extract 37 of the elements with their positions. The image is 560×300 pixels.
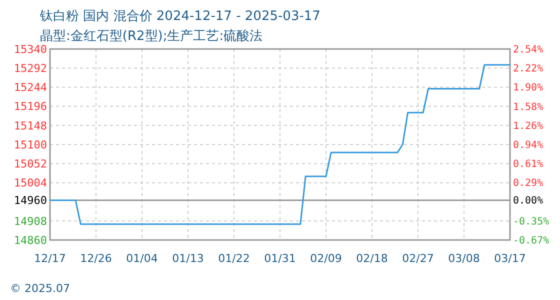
y-tick-label: 15148 — [14, 119, 47, 132]
y-tick-label: 15100 — [14, 138, 47, 152]
line-series — [49, 64, 511, 225]
y2-tick-label: 0.29% — [513, 178, 544, 190]
y-tick-label: 15340 — [14, 42, 47, 56]
y2-tick-label: 2.54% — [513, 44, 544, 56]
y-tick-label: 15196 — [14, 100, 47, 114]
y-tick-label: 14960 — [14, 194, 47, 208]
y2-tick-label: -0.35% — [513, 216, 550, 228]
y-tick-label: 14908 — [14, 214, 47, 228]
chart-subtitle: 晶型:金红石型(R2型);生产工艺:硫酸法 — [40, 29, 263, 44]
y2-tick-label: 2.22% — [513, 64, 544, 75]
x-tick-label: 02/27 — [402, 252, 434, 265]
y2-tick-label: 1.58% — [513, 102, 544, 113]
x-tick-label: 03/08 — [448, 252, 480, 265]
y2-tick-label: 1.90% — [513, 82, 544, 94]
chart-title: 钛白粉 国内 混合价 2024-12-17 - 2025-03-17 — [39, 9, 320, 24]
x-tick-label: 01/04 — [126, 252, 158, 265]
x-tick-label: 12/17 — [34, 252, 66, 265]
y-tick-label: 15244 — [14, 81, 48, 94]
y2-tick-label: 0.94% — [513, 140, 544, 151]
y2-tick-label: -0.67% — [513, 236, 550, 246]
y-tick-label: 15052 — [14, 157, 47, 170]
x-tick-label: 03/17 — [494, 252, 526, 265]
x-tick-label: 02/09 — [310, 252, 342, 265]
x-tick-label: 12/26 — [80, 252, 112, 265]
y2-tick-label: 1.26% — [513, 120, 544, 132]
y-tick-label: 15004 — [14, 176, 48, 190]
x-tick-label: 01/22 — [218, 252, 250, 265]
x-tick-label: 01/31 — [264, 252, 296, 265]
y-tick-label: 14860 — [14, 234, 47, 247]
text: © 2025.07 — [10, 282, 70, 295]
y2-tick-label: 0.61% — [513, 159, 544, 170]
x-tick-label: 01/13 — [172, 252, 204, 265]
y2-tick-label: 0.00% — [513, 196, 544, 207]
y-tick-label: 15292 — [14, 62, 47, 75]
x-tick-label: 02/18 — [356, 252, 388, 265]
